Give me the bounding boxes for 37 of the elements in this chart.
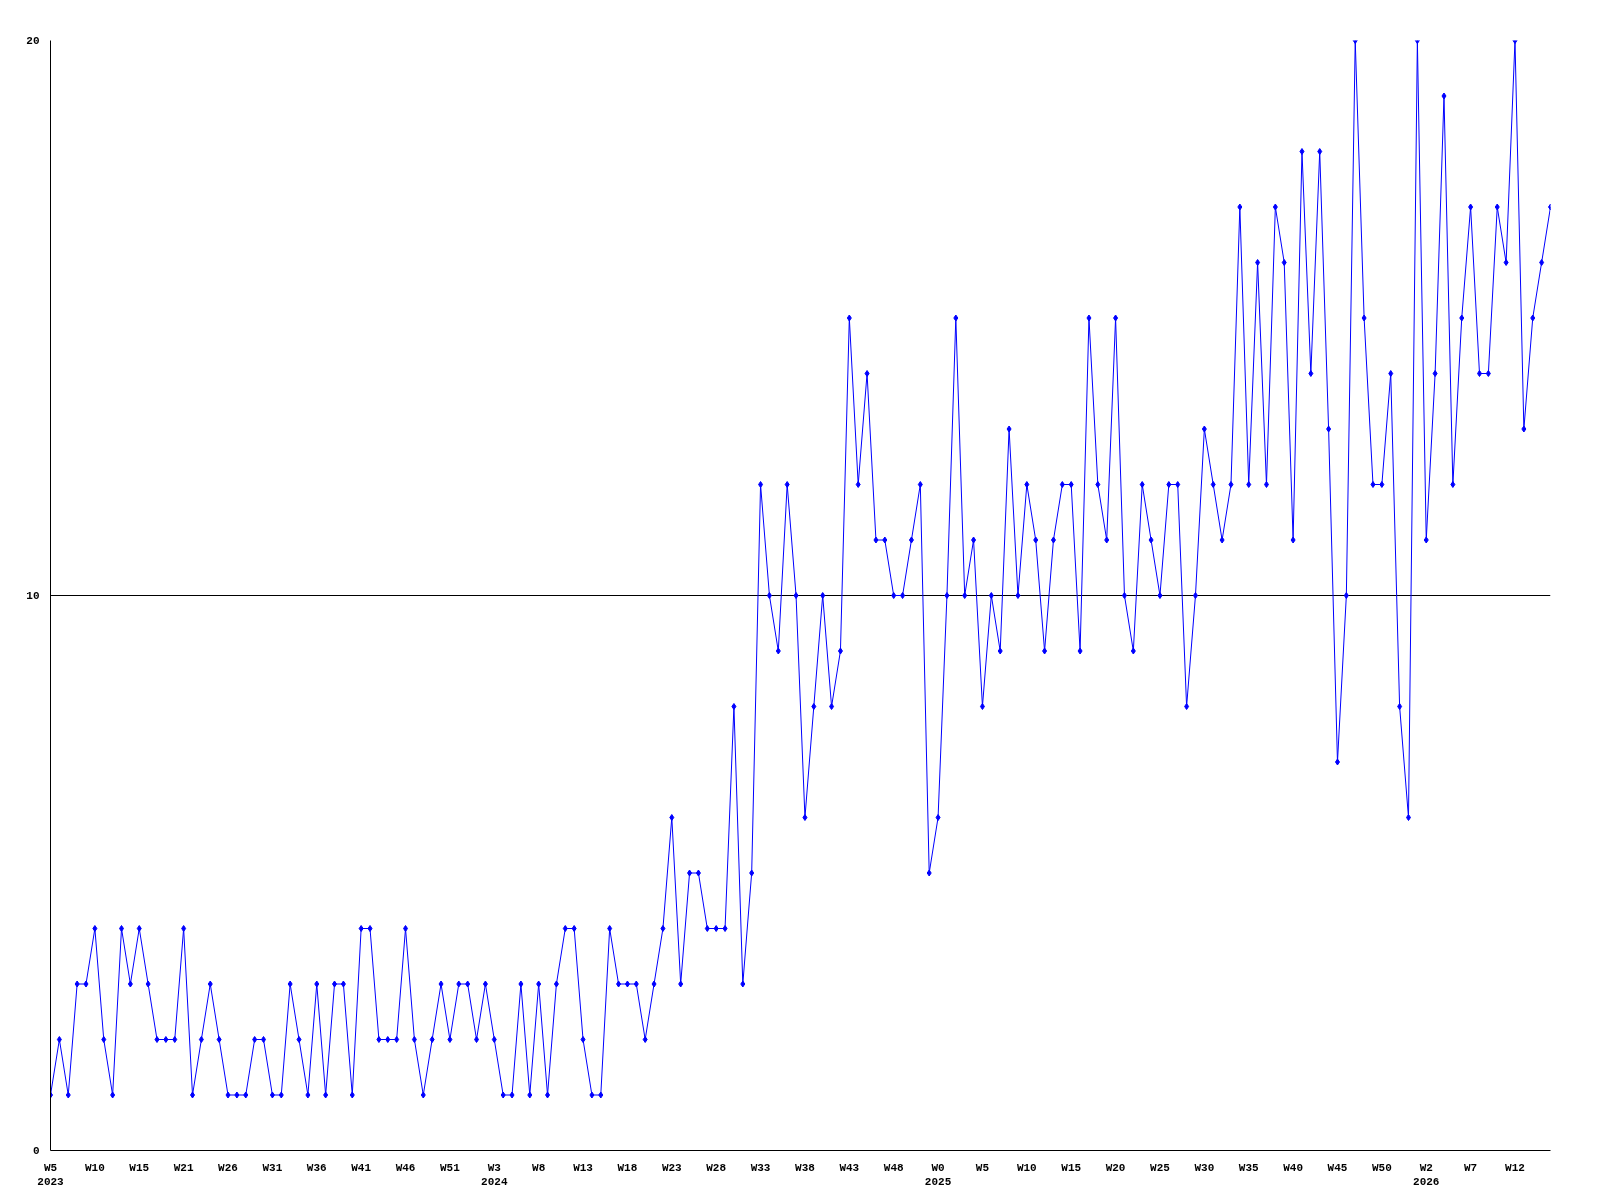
x-tick-label: W31 (262, 1161, 283, 1174)
x-tick-label: W46 (395, 1161, 416, 1174)
x-tick-label: W41 (351, 1161, 372, 1174)
x-tick-label: W13 (573, 1161, 594, 1174)
x-tick-label: W21 (173, 1161, 194, 1174)
y-tick-label: 10 (26, 590, 40, 602)
x-tick-label: W18 (617, 1161, 638, 1174)
x-tick-label: W5 (975, 1161, 990, 1174)
x-tick-label: W2 2026 (1413, 1161, 1440, 1188)
x-tick-label: W45 (1327, 1161, 1348, 1174)
y-tick-label: 20 (26, 35, 40, 47)
x-tick-label: W15 (129, 1161, 150, 1174)
x-tick-label: W26 (218, 1161, 238, 1174)
x-tick-label: W7 (1464, 1161, 1478, 1174)
x-tick-label: W23 (661, 1161, 683, 1174)
x-tick-label: W40 (1283, 1161, 1304, 1174)
x-tick-label: W25 (1150, 1161, 1171, 1174)
x-tick-label: W3 2024 (481, 1161, 508, 1188)
x-tick-label: W10 (84, 1161, 105, 1174)
x-tick-label: W35 (1238, 1161, 1260, 1174)
x-tick-label: W20 (1105, 1161, 1126, 1174)
x-tick-label: W30 (1194, 1161, 1215, 1174)
x-tick-label: W8 (532, 1161, 546, 1174)
x-tick-label: W10 (1016, 1161, 1037, 1174)
x-tick-label: W28 (706, 1161, 727, 1174)
x-tick-label: W5 2023 (37, 1161, 65, 1188)
x-tick-label: W38 (795, 1161, 816, 1174)
x-tick-label: W50 (1371, 1161, 1392, 1174)
x-tick-label: W15 (1061, 1161, 1082, 1174)
x-tick-label: W0 2025 (924, 1161, 952, 1188)
x-tick-label: W51 (440, 1161, 461, 1174)
x-tick-label: W48 (883, 1161, 904, 1174)
x-tick-label: W43 (839, 1161, 860, 1174)
x-tick-label: W12 (1505, 1161, 1525, 1174)
x-tick-label: W36 (306, 1161, 327, 1174)
y-tick-label: 0 (32, 1145, 40, 1157)
x-tick-label: W33 (750, 1161, 771, 1174)
